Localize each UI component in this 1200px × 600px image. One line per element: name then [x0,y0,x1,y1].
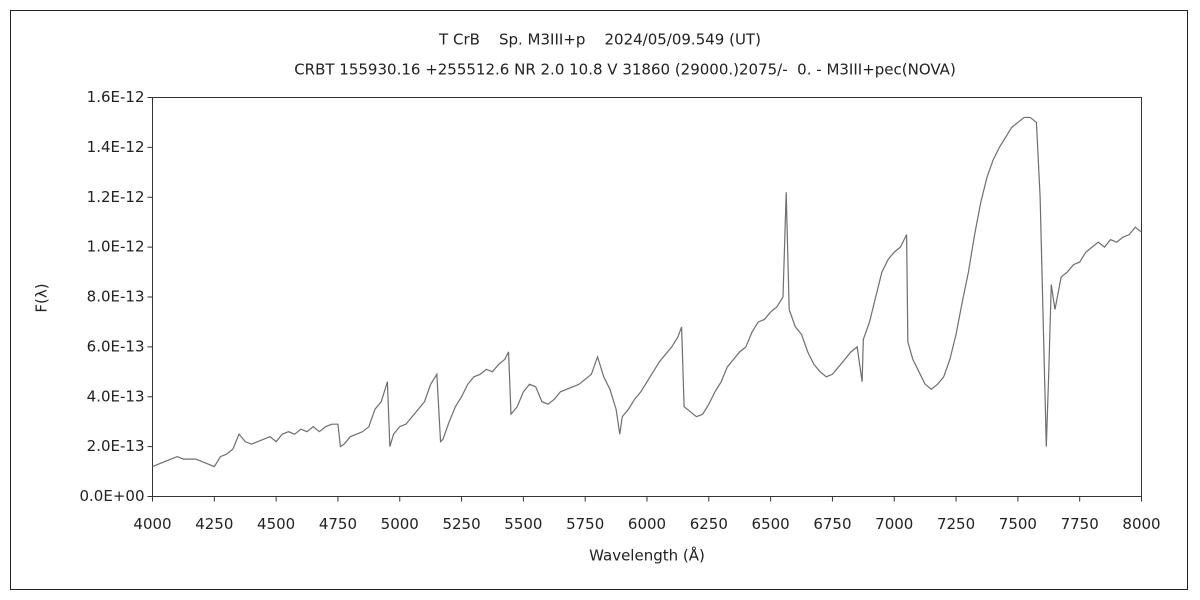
y-tick-label: 1.2E-12 [87,188,145,206]
x-tick-label: 6500 [752,515,790,533]
y-tick-label: 6.0E-13 [87,337,145,355]
x-tick-label: 5000 [381,515,419,533]
y-tick-label: 4.0E-13 [87,387,145,405]
x-tick-label: 7500 [999,515,1037,533]
x-tick-label: 6000 [628,515,666,533]
x-tick-label: 4000 [133,515,171,533]
x-tick-label: 4250 [195,515,233,533]
x-tick-label: 4500 [257,515,295,533]
chart-subtitle: CRBT 155930.16 +255512.6 NR 2.0 10.8 V 3… [294,61,956,79]
x-tick-label: 5750 [566,515,604,533]
plot-area [152,97,1142,497]
x-tick-label: 7750 [1061,515,1099,533]
y-tick-label: 0.0E+00 [80,487,145,505]
y-tick-label: 8.0E-13 [87,288,145,306]
x-axis-label: Wavelength (Å) [589,546,705,565]
chart-title: T CrB Sp. M3III+p 2024/05/09.549 (UT) [438,31,761,49]
x-tick-label: 7250 [937,515,975,533]
y-tick-label: 1.6E-12 [87,88,145,106]
x-tick-label: 8000 [1122,515,1160,533]
x-tick-label: 5500 [504,515,542,533]
x-tick-label: 6750 [813,515,851,533]
x-tick-label: 7000 [875,515,913,533]
x-tick-label: 4750 [319,515,357,533]
y-axis-label: F(λ) [33,283,51,312]
spectrum-line [152,116,1142,468]
y-tick-label: 1.4E-12 [87,138,145,156]
y-tick-label: 2.0E-13 [87,437,145,455]
y-tick-label: 1.0E-12 [87,238,145,256]
chart-frame [10,10,1188,590]
x-tick-label: 5250 [442,515,480,533]
x-tick-label: 6250 [690,515,728,533]
